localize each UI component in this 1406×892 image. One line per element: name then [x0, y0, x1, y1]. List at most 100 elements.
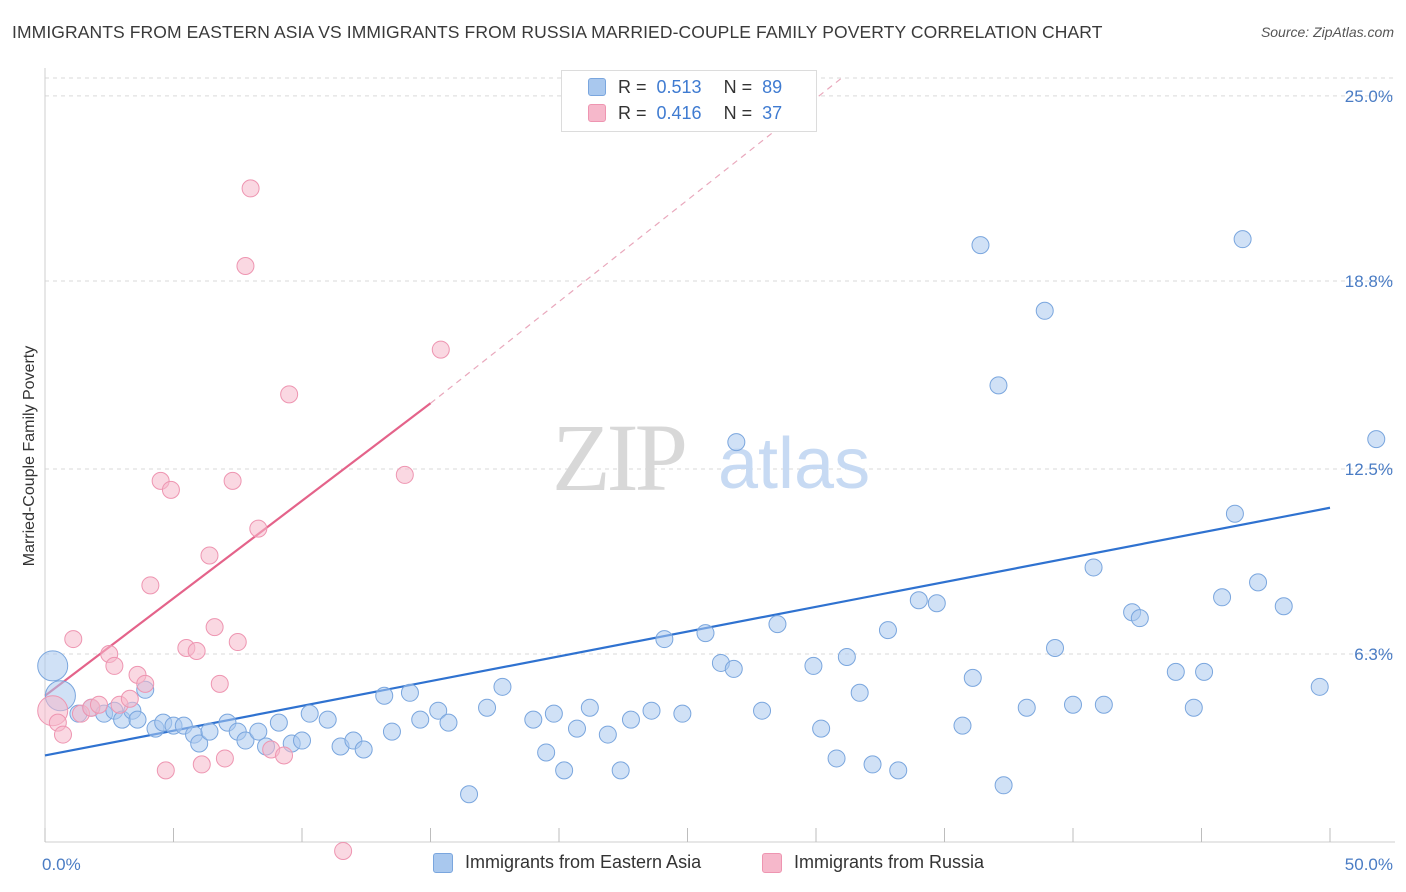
y-tick-label: 6.3% — [1354, 645, 1393, 664]
point-eastern-asia — [655, 630, 674, 649]
legend-swatch-pink — [762, 852, 782, 873]
y-tick-label: 18.8% — [1345, 272, 1393, 291]
point-eastern-asia — [580, 698, 599, 717]
source-label: Source: ZipAtlas.com — [1260, 24, 1394, 40]
legend-r-label: R = — [618, 102, 647, 123]
point-eastern-asia — [300, 704, 319, 723]
data-points — [37, 179, 1386, 860]
point-eastern-asia — [411, 710, 430, 729]
watermark-zip: ZIP — [552, 404, 685, 511]
point-eastern-asia — [1213, 588, 1232, 607]
point-eastern-asia — [1274, 597, 1293, 616]
point-eastern-asia — [429, 701, 448, 720]
point-eastern-asia — [1225, 504, 1244, 523]
legend-r-value-2: 0.416 — [656, 102, 702, 123]
point-eastern-asia — [878, 621, 897, 640]
point-eastern-asia — [249, 722, 268, 741]
point-eastern-asia — [478, 698, 497, 717]
point-eastern-asia — [1184, 698, 1203, 717]
y-tick-label: 12.5% — [1345, 460, 1393, 479]
legend-swatch-pink — [588, 104, 606, 122]
point-eastern-asia — [382, 722, 401, 741]
point-eastern-asia — [927, 594, 946, 613]
point-eastern-asia — [621, 710, 640, 729]
point-eastern-asia — [696, 624, 715, 643]
point-eastern-asia — [460, 785, 479, 804]
legend-item-russia[interactable]: Immigrants from Russia — [762, 852, 984, 873]
y-tick-label: 25.0% — [1345, 87, 1393, 106]
point-eastern-asia — [1233, 230, 1252, 249]
point-russia — [200, 546, 219, 565]
legend-r-value-1: 0.513 — [656, 76, 702, 97]
point-eastern-asia — [318, 710, 337, 729]
legend-item-eastern-asia[interactable]: Immigrants from Eastern Asia — [433, 852, 701, 873]
point-eastern-asia — [400, 683, 419, 702]
legend-row-eastern-asia: R = 0.513 N = 89 — [588, 75, 782, 99]
point-russia — [431, 340, 450, 359]
point-eastern-asia — [1046, 639, 1065, 658]
point-eastern-asia — [555, 761, 574, 780]
x-tick-label: 50.0% — [1345, 855, 1393, 874]
point-eastern-asia — [827, 749, 846, 768]
legend-n-label: N = — [723, 102, 753, 123]
point-eastern-asia — [673, 704, 692, 723]
point-russia — [210, 674, 229, 693]
point-eastern-asia — [354, 740, 373, 759]
point-eastern-asia — [1084, 558, 1103, 577]
series-legend: Immigrants from Eastern Asia Immigrants … — [0, 852, 1406, 878]
point-eastern-asia — [850, 683, 869, 702]
point-russia — [53, 725, 72, 744]
point-eastern-asia — [1064, 695, 1082, 714]
point-eastern-asia — [1166, 662, 1185, 681]
point-eastern-asia — [544, 704, 563, 723]
point-eastern-asia — [994, 776, 1013, 795]
point-russia — [223, 471, 242, 490]
point-russia — [275, 746, 294, 765]
point-eastern-asia — [1195, 662, 1214, 681]
point-eastern-asia — [190, 734, 209, 753]
grid-lines — [45, 77, 1395, 655]
legend-row-russia: R = 0.416 N = 37 — [588, 101, 782, 125]
point-eastern-asia — [611, 761, 630, 780]
point-russia — [105, 656, 124, 675]
point-eastern-asia — [375, 686, 394, 705]
point-eastern-asia — [963, 668, 982, 687]
point-eastern-asia — [439, 713, 458, 732]
point-eastern-asia — [642, 701, 661, 720]
point-eastern-asia — [493, 677, 512, 696]
point-russia — [241, 179, 260, 198]
chart-title: IMMIGRANTS FROM EASTERN ASIA VS IMMIGRAN… — [12, 22, 1103, 42]
point-eastern-asia — [598, 725, 617, 744]
point-eastern-asia — [804, 656, 823, 675]
point-eastern-asia — [1094, 695, 1113, 714]
legend-swatch-blue — [433, 852, 453, 873]
legend-n-label: N = — [723, 76, 753, 97]
trendline-eastern-asia — [44, 506, 1331, 757]
point-russia — [215, 749, 234, 768]
point-russia — [205, 618, 224, 637]
legend-n-value-1: 89 — [762, 76, 783, 97]
point-eastern-asia — [889, 761, 908, 780]
point-eastern-asia — [200, 722, 219, 741]
point-eastern-asia — [1130, 609, 1149, 628]
point-eastern-asia — [863, 755, 882, 774]
point-eastern-asia — [753, 701, 772, 720]
point-eastern-asia — [1367, 430, 1386, 449]
point-eastern-asia — [269, 713, 288, 732]
point-eastern-asia — [1017, 698, 1036, 717]
point-russia — [249, 519, 268, 538]
point-russia — [161, 480, 180, 499]
point-eastern-asia — [236, 731, 255, 750]
point-russia — [141, 576, 160, 595]
point-eastern-asia — [128, 710, 147, 729]
point-eastern-asia — [953, 716, 972, 735]
point-eastern-asia — [537, 743, 556, 762]
tick-labels: 6.3% 12.5% 18.8% 25.0% 0.0% 50.0% — [42, 87, 1393, 874]
legend-label-russia: Immigrants from Russia — [794, 852, 985, 872]
point-eastern-asia — [567, 719, 586, 738]
point-russia — [89, 695, 108, 714]
point-eastern-asia — [1035, 301, 1054, 320]
y-axis-label: Married-Couple Family Poverty — [21, 346, 38, 567]
point-eastern-asia — [37, 650, 69, 682]
